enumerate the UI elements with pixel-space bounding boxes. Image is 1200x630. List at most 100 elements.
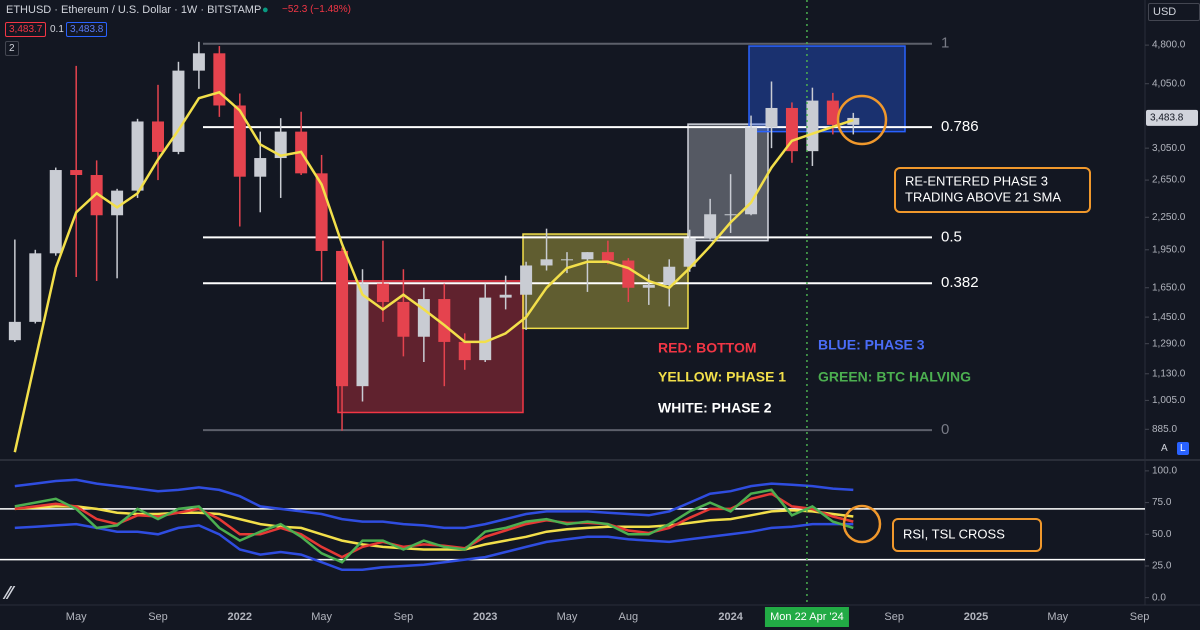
highlight-circle xyxy=(836,94,888,146)
ask[interactable]: 3,483.8 xyxy=(66,22,108,37)
x-tick-label: May xyxy=(311,611,332,623)
candle-body xyxy=(274,131,287,159)
indicator-pane xyxy=(0,478,1145,572)
indicator-line xyxy=(14,488,854,564)
sma-line xyxy=(13,90,854,453)
candle-body xyxy=(520,265,533,295)
candle-body xyxy=(663,266,676,286)
y-tick-label: 0.0 xyxy=(1152,592,1166,603)
candle-body xyxy=(499,294,512,298)
y-tick-label: 75.0 xyxy=(1152,497,1172,508)
x-tick-label: Sep xyxy=(148,611,168,623)
candle-body xyxy=(254,158,267,177)
candle-body xyxy=(356,283,369,387)
crosshair-box xyxy=(764,607,849,627)
candle-body xyxy=(376,283,389,302)
y-tick-label: 1,950.0 xyxy=(1152,244,1186,255)
candle-body xyxy=(152,121,164,152)
x-tick-label: 2024 xyxy=(718,611,743,623)
candle-body xyxy=(765,107,778,128)
candle-body xyxy=(8,321,21,341)
candle-body xyxy=(458,341,471,361)
annotation: YELLOW: PHASE 1 xyxy=(658,369,786,385)
phase-box xyxy=(522,233,689,330)
log-scale-button[interactable]: L xyxy=(1177,442,1189,455)
currency-menu[interactable]: USD xyxy=(1148,3,1200,21)
indicator-line xyxy=(14,505,854,551)
last-price-box xyxy=(1146,109,1198,126)
callout-text: TRADING ABOVE 21 SMA xyxy=(905,189,1061,204)
callout-box xyxy=(894,167,1091,213)
candle-body xyxy=(724,214,737,216)
bid[interactable]: 3,483.7 xyxy=(5,22,47,37)
annotation: GREEN: BTC HALVING xyxy=(818,369,971,385)
y-tick-label: 25.0 xyxy=(1152,561,1172,572)
last-price-label: 3,483.8 xyxy=(1150,113,1184,124)
candle-body xyxy=(683,238,696,267)
symbol-title[interactable]: ETHUSD · Ethereum / U.S. Dollar · 1W · B… xyxy=(6,4,262,16)
callout-box xyxy=(892,518,1042,552)
candle-body xyxy=(704,214,717,239)
candle-body xyxy=(561,259,573,261)
indicator-line xyxy=(14,522,854,572)
candle-body xyxy=(826,100,839,125)
candle-body xyxy=(336,250,349,387)
candle-body xyxy=(438,299,451,342)
x-tick-label: May xyxy=(1047,611,1068,623)
candle-body xyxy=(70,170,83,176)
candle-body xyxy=(397,301,410,337)
candle-body xyxy=(233,105,246,177)
fib-label: 0 xyxy=(941,421,949,438)
x-tick-label: May xyxy=(66,611,87,623)
y-tick-label: 100.0 xyxy=(1152,466,1177,477)
studies-toggle[interactable]: 2 xyxy=(5,41,19,56)
candle-body xyxy=(479,297,492,361)
price-pane xyxy=(8,41,932,453)
x-tick-label: 2022 xyxy=(228,611,252,623)
x-tick-label: Sep xyxy=(1130,611,1150,623)
annotation: BLUE: PHASE 3 xyxy=(818,337,925,353)
candle-body xyxy=(745,127,758,215)
candle-body xyxy=(806,100,819,152)
candle-body xyxy=(29,253,42,322)
y-tick-label: 1,130.0 xyxy=(1152,368,1186,379)
x-tick-label: Aug xyxy=(619,611,639,623)
y-tick-label: 2,250.0 xyxy=(1152,212,1186,223)
x-tick-label: Sep xyxy=(884,611,904,623)
candle-body xyxy=(581,252,594,260)
candle-body xyxy=(111,190,124,216)
spread: 0.1 xyxy=(50,24,64,35)
highlight-circle xyxy=(842,504,882,544)
y-tick-label: 1,290.0 xyxy=(1152,338,1186,349)
annotation: WHITE: PHASE 2 xyxy=(658,400,772,416)
change: −52.3 (−1.48%) xyxy=(282,4,351,15)
y-tick-label: 1,650.0 xyxy=(1152,282,1186,293)
crosshair-label: Mon 22 Apr '24 xyxy=(770,611,844,623)
phase-box xyxy=(337,280,524,414)
candle-body xyxy=(540,259,553,266)
auto-scale-button[interactable]: A xyxy=(1161,443,1168,454)
candle-body xyxy=(49,170,62,254)
annotation: RED: BOTTOM xyxy=(658,340,757,356)
y-tick-label: 1,005.0 xyxy=(1152,395,1186,406)
callout-text: RE-ENTERED PHASE 3 xyxy=(905,173,1048,188)
y-tick-label: 885.0 xyxy=(1152,424,1177,435)
x-tick-label: Sep xyxy=(394,611,414,623)
y-tick-label: 2,650.0 xyxy=(1152,175,1186,186)
x-tick-label: 2025 xyxy=(964,611,988,623)
y-tick-label: 4,050.0 xyxy=(1152,78,1186,89)
candle-body xyxy=(622,260,635,288)
logo[interactable]: ⁄⁄ xyxy=(6,583,13,603)
candle-body xyxy=(131,121,144,191)
candle-body xyxy=(192,53,205,71)
fib-label: 0.382 xyxy=(941,274,979,291)
x-tick-label: May xyxy=(557,611,578,623)
y-tick-label: 4,800.0 xyxy=(1152,40,1186,51)
y-tick-label: 3,050.0 xyxy=(1152,143,1186,154)
axes: 1 0.786 0.5 0.382 0 885.0 1,005.0 1,130.0 1,290.… xyxy=(66,0,1198,627)
candle-body xyxy=(642,285,655,288)
candle-body xyxy=(601,252,614,261)
fib-label: 0.5 xyxy=(941,228,962,245)
callout-text: RSI, TSL CROSS xyxy=(903,526,1005,541)
